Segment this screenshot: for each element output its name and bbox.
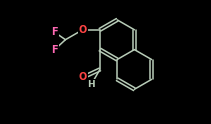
Text: F: F [51,45,58,55]
Text: F: F [51,27,58,37]
Text: O: O [78,73,87,82]
Text: H: H [87,80,95,89]
Text: O: O [78,25,87,35]
